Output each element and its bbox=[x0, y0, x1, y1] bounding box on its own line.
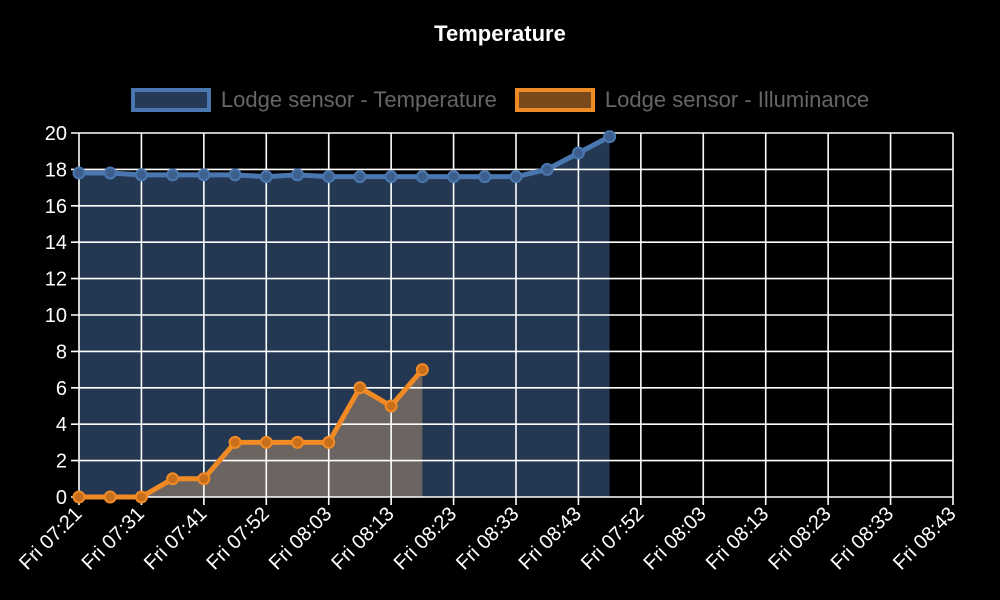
data-point bbox=[478, 170, 492, 184]
grid-lines bbox=[71, 132, 954, 505]
x-tick-label: Fri 08:33 bbox=[452, 503, 523, 574]
y-tick-label: 14 bbox=[45, 232, 67, 254]
data-point bbox=[228, 435, 242, 449]
data-point bbox=[259, 435, 273, 449]
legend-swatch-illuminance bbox=[514, 88, 595, 112]
y-tick-label: 8 bbox=[56, 341, 67, 363]
data-point bbox=[72, 490, 86, 504]
data-point bbox=[571, 146, 585, 160]
data-point bbox=[166, 472, 180, 486]
data-point bbox=[322, 435, 336, 449]
data-point bbox=[134, 490, 148, 504]
y-tick-label: 6 bbox=[56, 378, 67, 400]
legend-item-illuminance[interactable]: Lodge sensor - Illuminance bbox=[514, 87, 870, 113]
legend: Lodge sensor - Temperature Lodge sensor … bbox=[0, 87, 1000, 113]
data-point bbox=[72, 166, 86, 180]
data-point bbox=[447, 170, 461, 184]
x-tick-label: Fri 08:43 bbox=[515, 503, 586, 574]
data-point bbox=[322, 170, 336, 184]
legend-swatch-temperature bbox=[130, 88, 211, 112]
data-point bbox=[228, 168, 242, 182]
data-point bbox=[384, 170, 398, 184]
data-point bbox=[509, 170, 523, 184]
series-area-0 bbox=[79, 136, 610, 497]
x-tick-label: Fri 08:03 bbox=[639, 503, 710, 574]
x-tick-label: Fri 07:52 bbox=[577, 503, 648, 574]
data-point bbox=[166, 168, 180, 182]
data-point bbox=[103, 166, 117, 180]
x-tick-label: Fri 07:41 bbox=[140, 503, 211, 574]
data-point bbox=[603, 130, 617, 144]
data-point bbox=[540, 162, 554, 176]
y-tick-label: 4 bbox=[56, 414, 67, 436]
data-point bbox=[291, 435, 304, 449]
data-point bbox=[134, 168, 148, 182]
data-point bbox=[197, 472, 211, 486]
data-point bbox=[197, 168, 211, 182]
x-tick-label: Fri 08:33 bbox=[827, 503, 898, 574]
y-tick-label: 2 bbox=[56, 451, 67, 473]
legend-label-illuminance: Lodge sensor - Illuminance bbox=[604, 87, 870, 112]
data-point bbox=[415, 363, 429, 377]
x-tick-label: Fri 07:31 bbox=[78, 503, 149, 574]
data-point bbox=[384, 399, 398, 413]
data-point bbox=[353, 170, 367, 184]
data-point bbox=[291, 168, 304, 182]
x-tick-label: Fri 08:23 bbox=[390, 503, 461, 574]
data-point bbox=[103, 490, 117, 504]
y-tick-label: 10 bbox=[45, 305, 67, 327]
x-tick-label: Fri 08:13 bbox=[327, 503, 398, 574]
series-area-1 bbox=[79, 369, 423, 497]
chart-title: Temperature bbox=[434, 21, 566, 46]
y-tick-label: 0 bbox=[56, 487, 67, 509]
y-tick-label: 16 bbox=[45, 196, 67, 218]
x-tick-label: Fri 07:52 bbox=[202, 503, 273, 574]
y-tick-label: 20 bbox=[45, 123, 67, 145]
x-tick-label: Fri 08:23 bbox=[764, 503, 835, 574]
y-tick-label: 12 bbox=[45, 269, 67, 291]
legend-item-temperature[interactable]: Lodge sensor - Temperature bbox=[130, 87, 497, 113]
x-tick-label: Fri 08:13 bbox=[702, 503, 773, 574]
data-point bbox=[353, 381, 367, 395]
x-tick-label: Fri 08:03 bbox=[265, 503, 336, 574]
x-tick-label: Fri 07:21 bbox=[15, 503, 86, 574]
data-point bbox=[415, 170, 429, 184]
y-tick-label: 18 bbox=[45, 159, 67, 181]
series-line-0 bbox=[79, 134, 611, 180]
legend-label-temperature: Lodge sensor - Temperature bbox=[220, 87, 497, 112]
x-tick-label: Fri 08:43 bbox=[889, 503, 960, 574]
data-point bbox=[259, 170, 273, 184]
